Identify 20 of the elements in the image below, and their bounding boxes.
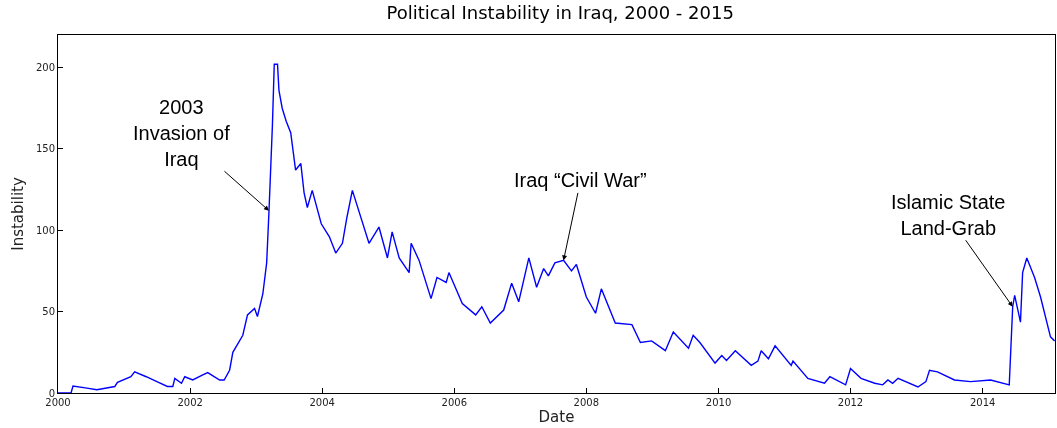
- x-tick-label: 2014: [969, 397, 996, 408]
- line-series: [58, 63, 1055, 393]
- y-tick-label: 150: [35, 143, 55, 155]
- annotation: 2003 Invasion of Iraq: [133, 96, 231, 170]
- x-tick-label: 2004: [309, 397, 335, 408]
- y-tick-label: 0: [48, 387, 55, 399]
- chart-title: Political Instability in Iraq, 2000 - 2015: [386, 2, 734, 24]
- y-tick-label: 100: [35, 224, 55, 236]
- x-tick-label: 2000: [45, 397, 71, 408]
- annotation: Iraq “Civil War”: [514, 169, 647, 191]
- y-tick-label: 50: [42, 306, 55, 318]
- annotation: Islamic State Land-Grab: [891, 191, 1006, 239]
- y-axis-title: Instability: [9, 177, 28, 251]
- x-tick-label: 2012: [837, 397, 864, 408]
- x-tick-label: 2006: [441, 397, 468, 408]
- x-tick-label: 2008: [573, 397, 600, 408]
- x-axis-title: Date: [538, 408, 575, 426]
- y-tick-label: 200: [35, 62, 55, 74]
- x-tick-label: 2002: [177, 397, 203, 408]
- x-tick-label: 2010: [705, 397, 732, 408]
